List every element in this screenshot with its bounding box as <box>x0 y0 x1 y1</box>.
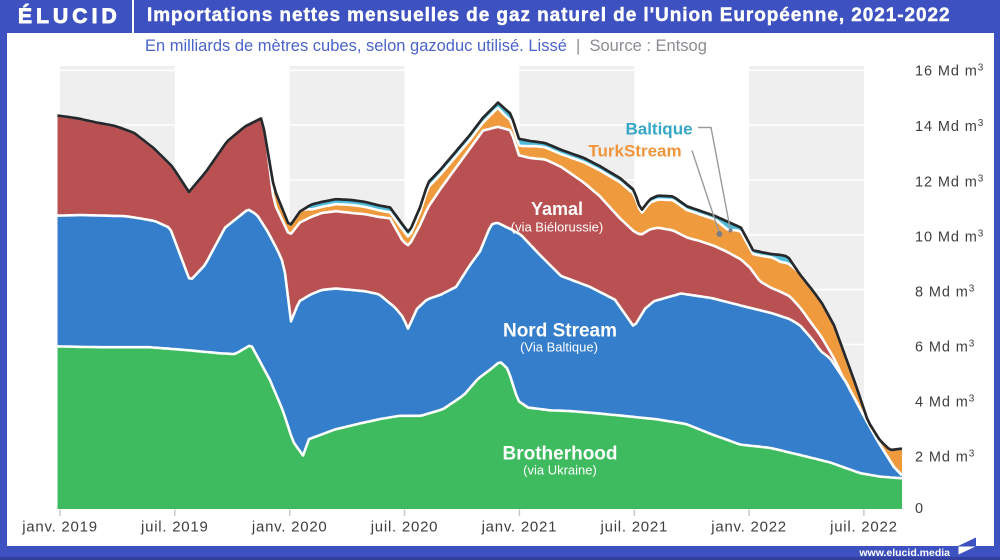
svg-text:janv. 2019: janv. 2019 <box>21 519 98 536</box>
svg-text:Yamal: Yamal <box>531 199 583 219</box>
svg-text:juil. 2021: juil. 2021 <box>600 519 669 536</box>
svg-text:12 Md m3: 12 Md m3 <box>915 174 984 191</box>
svg-text:janv. 2020: janv. 2020 <box>251 519 328 536</box>
svg-text:6 Md m3: 6 Md m3 <box>915 339 975 356</box>
svg-text:juil. 2020: juil. 2020 <box>370 519 439 536</box>
svg-text:juil. 2022: juil. 2022 <box>829 519 898 536</box>
svg-text:16 Md m3: 16 Md m3 <box>915 63 984 80</box>
svg-text:8 Md m3: 8 Md m3 <box>915 284 975 301</box>
svg-text:janv. 2022: janv. 2022 <box>710 519 787 536</box>
svg-text:juil. 2019: juil. 2019 <box>140 519 209 536</box>
svg-text:4 Md m3: 4 Md m3 <box>915 394 975 411</box>
svg-text:(Via Baltique): (Via Baltique) <box>520 340 598 355</box>
svg-text:Brotherhood: Brotherhood <box>502 444 617 465</box>
svg-text:(via Ukraine): (via Ukraine) <box>523 463 597 478</box>
svg-text:TurkStream: TurkStream <box>588 142 681 161</box>
svg-text:janv. 2021: janv. 2021 <box>481 519 558 536</box>
svg-text:14 Md m3: 14 Md m3 <box>915 118 984 135</box>
svg-text:(via Biélorussie): (via Biélorussie) <box>511 220 603 235</box>
svg-text:Nord Stream: Nord Stream <box>503 321 617 342</box>
svg-text:Baltique: Baltique <box>625 120 692 139</box>
svg-text:0: 0 <box>915 501 923 517</box>
svg-text:10 Md m3: 10 Md m3 <box>915 229 984 246</box>
svg-text:2 Md m3: 2 Md m3 <box>915 449 975 466</box>
